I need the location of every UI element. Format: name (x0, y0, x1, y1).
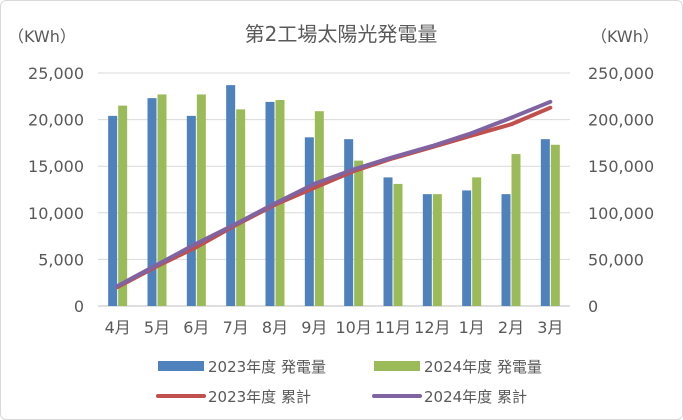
x-tick-label: 11月 (375, 318, 411, 337)
bar-2023 (108, 115, 118, 306)
left-axis-ticks: 0 5,000 10,000 15,000 20,000 25,000 (28, 64, 84, 316)
cumulative-lines (115, 99, 553, 289)
right-axis-unit: （KWh） (591, 27, 659, 46)
bar-2023 (383, 177, 393, 306)
bar-2023 (462, 190, 472, 306)
bar-2024 (550, 144, 560, 306)
bar-2023 (344, 139, 354, 306)
gridlines (98, 72, 570, 307)
right-tick-label: 250,000 (588, 64, 654, 83)
bar-2024 (432, 194, 442, 306)
line-2024-cumulative (115, 99, 553, 288)
bar-2023 (304, 137, 314, 306)
bar-2024 (236, 109, 246, 307)
x-tick-label: 12月 (414, 318, 450, 337)
left-tick-label: 25,000 (28, 64, 84, 83)
left-tick-label: 20,000 (28, 111, 84, 130)
x-tick-label: 1月 (459, 318, 485, 337)
bars (108, 85, 560, 307)
line-2023-cumulative (115, 105, 553, 289)
legend-label: 2023年度 発電量 (208, 358, 326, 376)
legend-swatch (374, 361, 420, 371)
x-tick-label: 10月 (335, 318, 371, 337)
x-axis-ticks: 4月 5月 6月 7月 8月 9月 10月 11月 12月 1月 2月 3月 (105, 318, 564, 337)
bar-2023 (501, 194, 511, 306)
legend-swatch (158, 361, 204, 371)
left-tick-label: 10,000 (28, 204, 84, 223)
legend: 2023年度 発電量 2024年度 発電量 2023年度 累計 2024年度 累計 (156, 358, 542, 406)
x-tick-label: 3月 (537, 318, 563, 337)
bar-2023 (226, 85, 236, 306)
bar-2024 (393, 183, 403, 306)
bar-2024 (354, 160, 364, 306)
bar-2024 (511, 154, 521, 306)
right-tick-label: 200,000 (588, 111, 654, 130)
x-tick-label: 2月 (498, 318, 524, 337)
legend-label: 2023年度 累計 (208, 388, 311, 406)
left-tick-label: 5,000 (38, 250, 84, 269)
left-tick-label: 0 (74, 297, 84, 316)
right-tick-label: 0 (588, 297, 598, 316)
x-tick-label: 7月 (223, 318, 249, 337)
x-tick-label: 9月 (301, 318, 327, 337)
bar-2024 (472, 177, 482, 306)
bar-2024 (196, 94, 206, 306)
x-tick-label: 4月 (105, 318, 131, 337)
x-tick-label: 5月 (144, 318, 170, 337)
right-tick-label: 150,000 (588, 157, 654, 176)
bar-2024 (118, 105, 128, 307)
bar-2023 (186, 115, 196, 306)
legend-label: 2024年度 累計 (424, 388, 527, 406)
right-tick-label: 50,000 (588, 250, 644, 269)
right-tick-label: 100,000 (588, 204, 654, 223)
legend-label: 2024年度 発電量 (424, 358, 542, 376)
bar-2024 (314, 111, 324, 306)
chart-title: 第2工場太陽光発電量 (245, 22, 438, 46)
x-tick-label: 6月 (183, 318, 209, 337)
left-tick-label: 15,000 (28, 157, 84, 176)
bar-2023 (147, 98, 157, 306)
bar-2024 (157, 94, 167, 306)
right-axis-ticks: 0 50,000 100,000 150,000 200,000 250,000 (588, 64, 654, 316)
bar-2023 (422, 194, 432, 306)
x-tick-label: 8月 (262, 318, 288, 337)
bar-2023 (540, 139, 550, 306)
left-axis-unit: （KWh） (8, 27, 76, 46)
